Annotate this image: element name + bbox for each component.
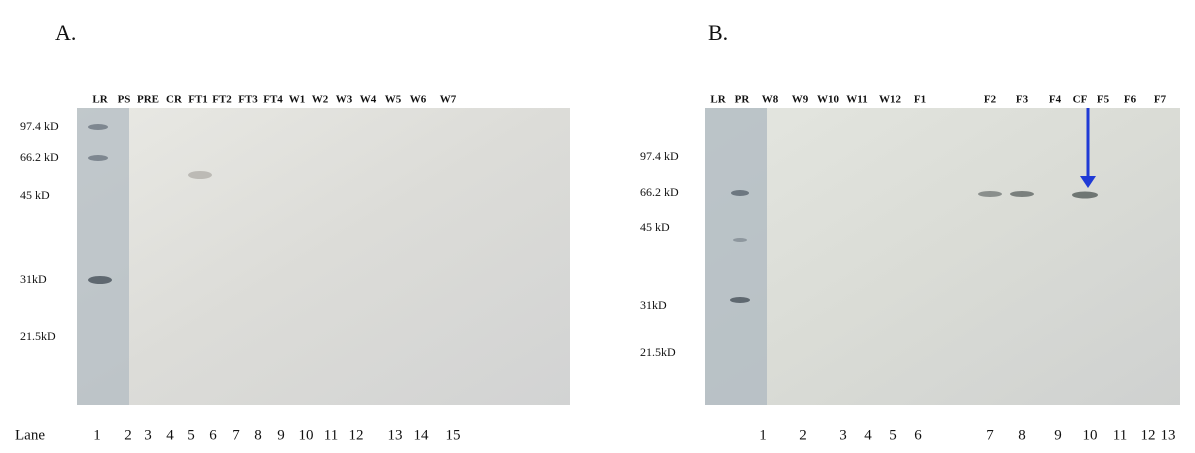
lane-header: F6 [1124, 94, 1137, 106]
lane-number: 6 [914, 427, 922, 443]
lane-header: F7 [1154, 94, 1167, 106]
lane-number: 5 [187, 427, 195, 443]
lane-number: 10 [1083, 427, 1098, 443]
lane-number: 9 [1054, 427, 1062, 443]
marker-label: 31kD [20, 272, 47, 286]
lane-number: 2 [124, 427, 132, 443]
lane-number: 5 [889, 427, 897, 443]
lane-header: LR [92, 94, 108, 106]
lane-header: LR [710, 94, 726, 106]
lane-header: W10 [817, 94, 840, 106]
lane-number: 11 [324, 427, 338, 443]
band [88, 155, 108, 161]
lane-number: 1 [759, 427, 767, 443]
marker-label: 97.4 kD [640, 149, 679, 163]
marker-label: 31kD [640, 298, 667, 312]
ladder-lane [705, 108, 767, 405]
lane-number: 11 [1113, 427, 1127, 443]
lane-number: 7 [986, 427, 994, 443]
lane-header: FT1 [188, 94, 208, 106]
marker-label: 66.2 kD [640, 185, 679, 199]
band [88, 276, 112, 284]
lane-number: 3 [839, 427, 847, 443]
lane-caption: Lane [15, 427, 45, 443]
band [1010, 191, 1034, 197]
marker-label: 66.2 kD [20, 150, 59, 164]
lane-number: 3 [144, 427, 152, 443]
panel-label: A. [55, 20, 76, 45]
band [978, 191, 1002, 197]
lane-header: F4 [1049, 94, 1062, 106]
lane-header: W7 [440, 94, 457, 106]
lane-header: F3 [1016, 94, 1029, 106]
band [731, 190, 749, 196]
lane-header: W6 [410, 94, 427, 106]
lane-number: 13 [1161, 427, 1176, 443]
lane-header: W3 [336, 94, 353, 106]
lane-header: W5 [385, 94, 402, 106]
lane-number: 10 [299, 427, 314, 443]
gel-image [705, 108, 1180, 405]
lane-number: 12 [1141, 427, 1156, 443]
lane-header: F1 [914, 94, 926, 106]
lane-header: CR [166, 94, 183, 106]
lane-header: W2 [312, 94, 329, 106]
lane-header: PR [735, 94, 751, 106]
marker-label: 45 kD [640, 220, 670, 234]
lane-number: 1 [93, 427, 101, 443]
lane-header: W11 [846, 94, 867, 106]
lane-number: 6 [209, 427, 217, 443]
lane-header: W9 [792, 94, 809, 106]
lane-number: 14 [414, 427, 430, 443]
lane-number: 4 [864, 427, 872, 443]
figure: A. LR PS PRE CR FT1 FT2 FT3 FT4 W1 W2 W3 W4 W5 W6 W7 97.… [0, 0, 1195, 453]
marker-label: 21.5kD [640, 345, 676, 359]
lane-header: PS [118, 94, 131, 106]
lane-number: 15 [446, 427, 461, 443]
lane-number: 4 [166, 427, 174, 443]
marker-label: 45 kD [20, 188, 50, 202]
lane-number: 8 [254, 427, 262, 443]
lane-header: W12 [879, 94, 902, 106]
gel-image [77, 108, 570, 405]
marker-label: 21.5kD [20, 329, 56, 343]
lane-header: W1 [289, 94, 306, 106]
lane-header: FT2 [212, 94, 232, 106]
lane-header: FT4 [263, 94, 283, 106]
band [733, 238, 747, 242]
band [730, 297, 750, 303]
lane-header: W4 [360, 94, 377, 106]
panel-label: B. [708, 20, 728, 45]
lane-header: W8 [762, 94, 779, 106]
lane-number: 7 [232, 427, 240, 443]
lane-header: F2 [984, 94, 997, 106]
ladder-lane [77, 108, 129, 405]
lane-header: CF [1073, 94, 1088, 106]
band [1072, 192, 1098, 199]
lane-number: 2 [799, 427, 807, 443]
lane-header: FT3 [238, 94, 258, 106]
lane-number: 9 [277, 427, 285, 443]
band [188, 171, 212, 179]
band [88, 124, 108, 130]
marker-label: 97.4 kD [20, 119, 59, 133]
lane-header: F5 [1097, 94, 1110, 106]
lane-number: 8 [1018, 427, 1026, 443]
lane-header: PRE [137, 94, 159, 106]
lane-number: 13 [388, 427, 403, 443]
lane-number: 12 [349, 427, 364, 443]
